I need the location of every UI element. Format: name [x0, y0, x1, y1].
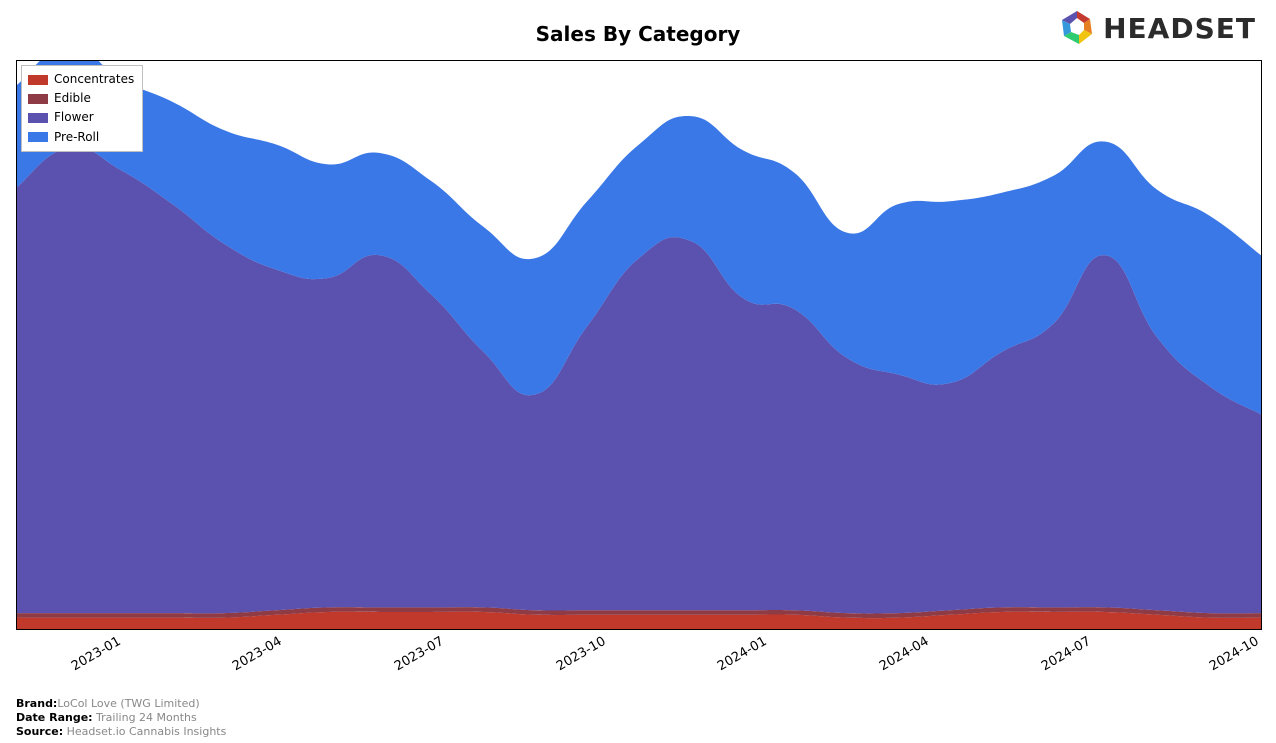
x-tick-label: 2024-04: [855, 634, 932, 687]
legend-label: Concentrates: [54, 70, 134, 89]
legend-swatch: [28, 132, 48, 142]
stacked-area-svg: [17, 61, 1261, 629]
chart-container: { "title": { "text": "Sales By Category"…: [0, 0, 1276, 743]
x-tick-label: 2023-01: [46, 634, 123, 687]
legend-item: Flower: [28, 108, 134, 127]
legend-item: Edible: [28, 89, 134, 108]
footer-value: LoCol Love (TWG Limited): [57, 697, 199, 710]
footer-line: Source: Headset.io Cannabis Insights: [16, 725, 226, 739]
legend-swatch: [28, 75, 48, 85]
legend-swatch: [28, 113, 48, 123]
brand-logo-text: HEADSET: [1103, 12, 1256, 45]
footer-value: Trailing 24 Months: [93, 711, 197, 724]
x-tick-label: 2023-10: [531, 634, 608, 687]
legend-swatch: [28, 94, 48, 104]
x-tick-label: 2024-10: [1184, 634, 1261, 687]
chart-footer: Brand:LoCol Love (TWG Limited)Date Range…: [16, 697, 226, 738]
footer-label: Source:: [16, 725, 63, 738]
legend-label: Pre-Roll: [54, 128, 99, 147]
legend-label: Flower: [54, 108, 94, 127]
footer-label: Date Range:: [16, 711, 93, 724]
brand-logo: HEADSET: [1057, 8, 1256, 48]
plot-area: ConcentratesEdibleFlowerPre-Roll: [16, 60, 1262, 630]
x-tick-label: 2024-07: [1017, 634, 1094, 687]
x-tick-label: 2023-07: [370, 634, 447, 687]
legend-item: Pre-Roll: [28, 128, 134, 147]
x-tick-label: 2023-04: [208, 634, 285, 687]
x-tick-label: 2024-01: [693, 634, 770, 687]
legend: ConcentratesEdibleFlowerPre-Roll: [21, 65, 143, 152]
footer-label: Brand:: [16, 697, 57, 710]
headset-logo-icon: [1057, 8, 1097, 48]
legend-item: Concentrates: [28, 70, 134, 89]
footer-line: Brand:LoCol Love (TWG Limited): [16, 697, 226, 711]
footer-line: Date Range: Trailing 24 Months: [16, 711, 226, 725]
footer-value: Headset.io Cannabis Insights: [63, 725, 226, 738]
legend-label: Edible: [54, 89, 91, 108]
